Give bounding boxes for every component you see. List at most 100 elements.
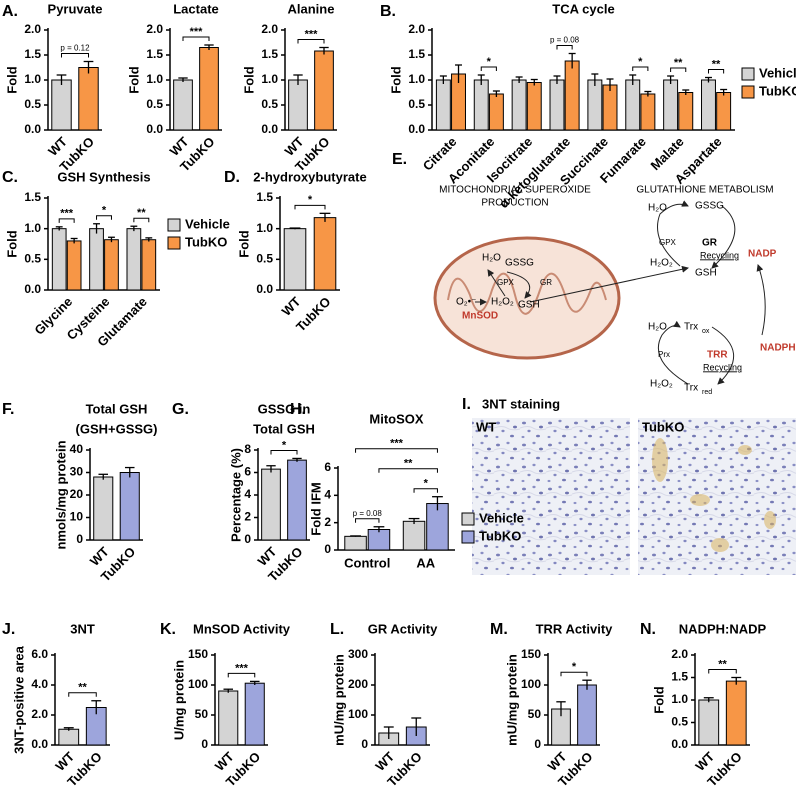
y-tick-label: 0.0 — [24, 282, 41, 296]
significance-label: * — [308, 194, 313, 206]
diagram-label: ox — [702, 328, 710, 335]
y-tick-label: 0.0 — [671, 737, 688, 751]
chart-title: 2-hydroxybutyrate — [253, 169, 366, 184]
chart: D. 2-hydroxybutyrate 0.0 0.5 1.0 1.5 Fold WTTub… — [224, 169, 367, 334]
chart: B. TCA cycle0.00.51.01.52.0FoldCitrateAco… — [380, 1, 796, 211]
y-tick-label: 0.5 — [24, 97, 41, 111]
chart-title: Total GSH — [253, 421, 315, 436]
y-tick-label: 40 — [70, 442, 84, 456]
y-tick-label: 1.5 — [671, 670, 688, 684]
bar — [126, 228, 142, 291]
bar — [51, 228, 67, 291]
diagram-label: GPX — [659, 238, 677, 247]
y-axis-label: Fold — [241, 66, 256, 93]
dab-staining — [652, 438, 776, 552]
y-tick-label: 0 — [76, 532, 83, 546]
panel-label: D. — [224, 169, 240, 186]
significance-bracket — [355, 448, 438, 453]
y-tick-label: 0.0 — [146, 122, 163, 136]
significance-label: * — [282, 439, 287, 451]
bar — [678, 92, 694, 131]
significance-label: * — [638, 56, 643, 68]
y-tick-label: 2 — [324, 515, 331, 529]
bar — [119, 472, 140, 541]
arrow — [711, 205, 736, 269]
significance-label: *** — [390, 438, 404, 450]
bar — [93, 476, 114, 541]
chart-title: TRR Activity — [536, 621, 614, 636]
diagram: E. MITOCHONDRIAL SUPEROXIDE PRODUCTION GLUT… — [392, 151, 796, 396]
significance-label: ** — [404, 458, 413, 470]
y-tick-label: 0.0 — [24, 122, 41, 136]
y-tick-label: 1.5 — [408, 47, 425, 61]
bar — [287, 459, 307, 541]
y-tick-label: 6.0 — [31, 647, 48, 661]
bar — [314, 50, 334, 131]
y-axis-label: Fold — [4, 230, 19, 257]
y-tick-label: 0 — [244, 532, 251, 546]
y-axis-label: Percentage (%) — [228, 448, 243, 542]
panel-label: K. — [160, 621, 176, 638]
y-axis-label: mU/mg protein — [504, 654, 519, 746]
bar — [78, 67, 99, 131]
y-tick-label: 150 — [188, 647, 208, 661]
bar — [283, 228, 307, 291]
legend-swatch — [167, 236, 181, 250]
y-tick-label: 30 — [70, 465, 84, 479]
y-tick-label: 1.0 — [408, 72, 425, 86]
significance-label: ** — [137, 207, 146, 219]
chart-title: Total GSH — [86, 401, 148, 416]
diagram-label: Trx — [684, 322, 698, 333]
y-tick-label: 0 — [201, 737, 208, 751]
significance-bracket — [378, 468, 438, 473]
legend-swatch — [461, 512, 475, 526]
bar — [587, 79, 603, 131]
y-tick-label: 1.0 — [256, 221, 273, 235]
legend-swatch — [741, 85, 755, 99]
bar — [640, 93, 656, 131]
diagram-label: GPX — [497, 278, 515, 287]
y-tick-label: 1.0 — [24, 72, 41, 86]
y-tick-label: 100 — [348, 707, 368, 721]
significance-label: ** — [674, 57, 683, 69]
x-tick-label: TubKO — [293, 294, 334, 335]
y-tick-label: 0.5 — [146, 97, 163, 111]
bar — [473, 79, 489, 131]
y-tick-label: 0.5 — [256, 252, 273, 266]
y-tick-label: 50 — [195, 707, 209, 721]
y-tick-label: 8 — [244, 442, 251, 456]
significance-label: p = 0.08 — [550, 36, 580, 45]
chart-title: GR Activity — [368, 621, 438, 636]
image-title: 3NT staining — [482, 396, 560, 411]
bar — [261, 468, 281, 541]
wt-stain-image — [472, 418, 630, 575]
y-tick-label: 4 — [324, 488, 331, 502]
y-axis-label: 3NT-positive area — [11, 645, 26, 753]
significance-label: p = 0.12 — [60, 44, 90, 53]
significance-label: *** — [305, 28, 319, 40]
bar — [716, 92, 732, 131]
x-tick-label: Control — [344, 555, 390, 570]
significance-bracket — [355, 518, 380, 523]
y-tick-label: 0.5 — [408, 97, 425, 111]
panel-label: C. — [2, 169, 18, 186]
bar — [104, 239, 119, 291]
diagram-heading: GLUTATHIONE METABOLISM — [636, 185, 773, 196]
chart: C. GSH Synthesis0.00.51.01.5FoldGlycineCy… — [2, 169, 230, 349]
y-axis-label: U/mg protein — [171, 660, 186, 740]
significance-bracket — [68, 692, 97, 697]
y-axis-label: Fold IFM — [308, 482, 323, 535]
significance-bracket — [556, 45, 573, 50]
y-tick-label: 200 — [348, 677, 368, 691]
bar — [663, 79, 679, 131]
significance-bracket — [560, 671, 588, 677]
y-tick-label: 1.5 — [24, 47, 41, 61]
significance-label: ** — [712, 58, 721, 70]
significance-bracket — [297, 39, 325, 44]
y-tick-label: 0.5 — [24, 252, 41, 266]
arrow — [487, 269, 506, 297]
